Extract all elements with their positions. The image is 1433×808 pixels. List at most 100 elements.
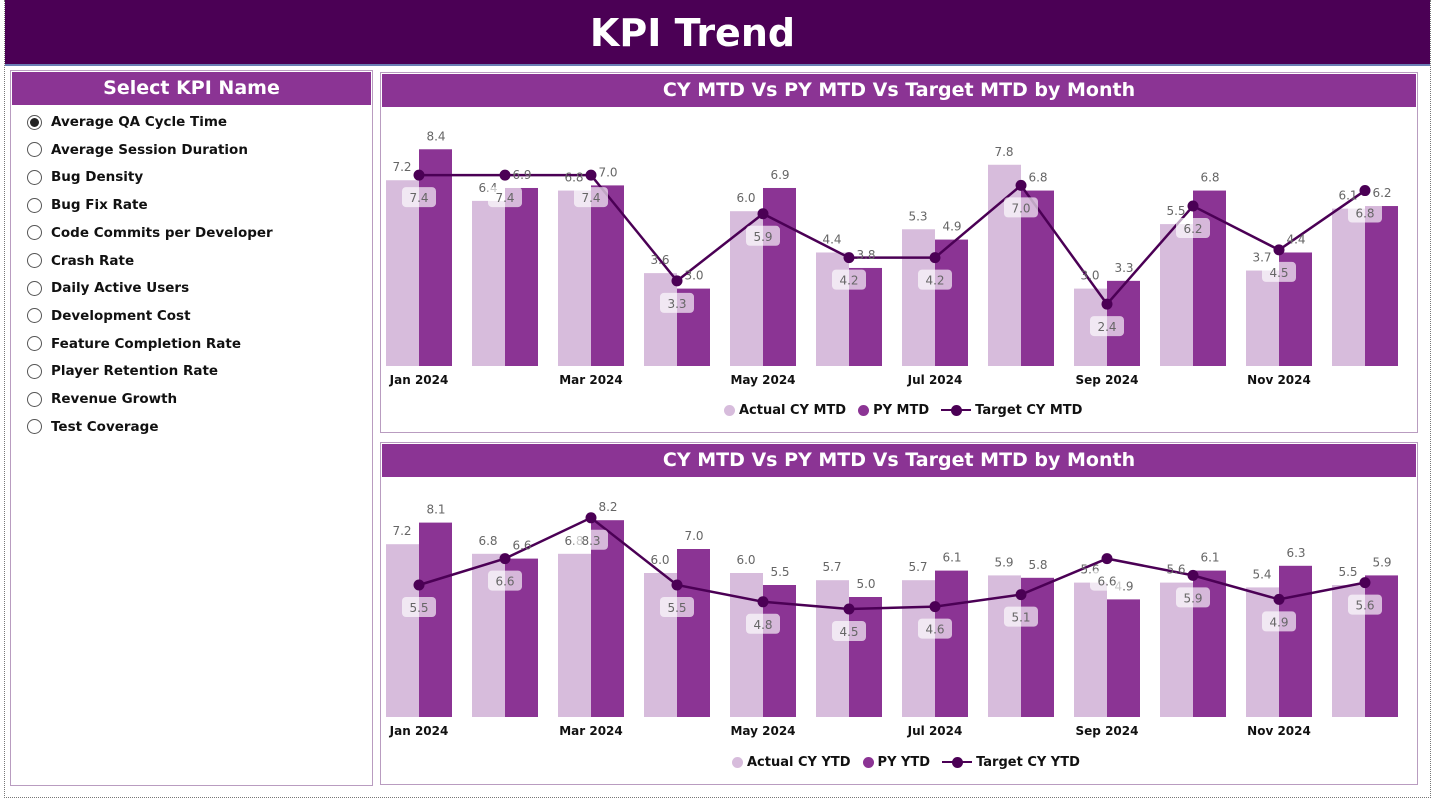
target-label-box xyxy=(1348,594,1382,615)
target-data-label: 7.4 xyxy=(581,191,600,205)
py-data-label: 6.3 xyxy=(1286,546,1305,560)
target-label-box xyxy=(1004,606,1038,627)
kpi-option[interactable]: Average QA Cycle Time xyxy=(27,111,227,133)
x-tick-label: Sep 2024 xyxy=(1076,373,1139,387)
actual-bar xyxy=(1332,208,1365,366)
target-data-label: 4.6 xyxy=(925,623,944,637)
py-data-label: 3.3 xyxy=(1114,261,1133,275)
target-data-label: 5.9 xyxy=(1183,591,1202,605)
legend-target[interactable]: Target CY MTD xyxy=(941,403,1082,418)
radio-icon[interactable] xyxy=(27,114,42,130)
kpi-option[interactable]: Test Coverage xyxy=(27,416,159,438)
legend-actual[interactable]: Actual CY YTD xyxy=(732,755,851,770)
kpi-option[interactable]: Revenue Growth xyxy=(27,388,177,410)
actual-bar xyxy=(902,580,935,717)
target-label-box xyxy=(1262,611,1296,632)
radio-icon[interactable] xyxy=(27,169,42,185)
target-marker xyxy=(1101,553,1113,565)
target-label-box xyxy=(574,187,608,208)
kpi-option[interactable]: Code Commits per Developer xyxy=(27,222,273,244)
radio-icon[interactable] xyxy=(27,363,42,379)
py-bar xyxy=(419,522,452,717)
legend-dot-icon xyxy=(862,757,874,768)
actual-data-label: 5.9 xyxy=(994,555,1013,569)
py-data-label: 5.5 xyxy=(770,565,789,579)
radio-icon[interactable] xyxy=(27,391,42,407)
kpi-option[interactable]: Development Cost xyxy=(27,305,191,327)
py-data-label: 7.0 xyxy=(684,529,703,543)
legend-py[interactable]: PY YTD xyxy=(862,755,930,770)
py-data-label: 6.9 xyxy=(770,168,789,182)
actual-bar xyxy=(816,580,849,717)
py-bar xyxy=(591,185,624,366)
target-data-label: 4.8 xyxy=(753,618,772,632)
py-data-label: 5.8 xyxy=(1028,558,1047,572)
radio-icon[interactable] xyxy=(27,225,42,241)
py-data-label: 6.1 xyxy=(1200,551,1219,565)
py-data-label: 6.8 xyxy=(1200,171,1219,185)
actual-data-label: 5.5 xyxy=(1166,204,1185,218)
actual-bar xyxy=(1160,224,1193,366)
target-marker xyxy=(499,553,511,565)
py-bar xyxy=(419,149,452,366)
radio-icon[interactable] xyxy=(27,419,42,435)
kpi-option[interactable]: Daily Active Users xyxy=(27,277,189,299)
kpi-option[interactable]: Feature Completion Rate xyxy=(27,333,241,355)
actual-data-label: 5.7 xyxy=(908,560,927,574)
radio-icon[interactable] xyxy=(27,142,42,158)
actual-data-label: 6.0 xyxy=(650,553,669,567)
x-tick-label: Mar 2024 xyxy=(559,724,623,738)
kpi-option[interactable]: Player Retention Rate xyxy=(27,360,218,382)
actual-bar xyxy=(558,190,591,366)
radio-icon[interactable] xyxy=(27,280,42,296)
target-marker xyxy=(671,275,683,287)
radio-icon[interactable] xyxy=(27,197,42,213)
actual-data-label: 6.8 xyxy=(564,171,583,185)
target-label-box xyxy=(402,597,436,617)
x-tick-label: Jul 2024 xyxy=(907,373,963,387)
kpi-option-label: Average QA Cycle Time xyxy=(51,114,228,130)
legend-actual[interactable]: Actual CY MTD xyxy=(724,403,846,418)
target-label-box xyxy=(1262,261,1296,282)
target-data-label: 3.3 xyxy=(667,297,686,311)
kpi-option[interactable]: Crash Rate xyxy=(27,250,134,272)
target-label-box xyxy=(660,597,694,617)
target-marker xyxy=(413,169,425,181)
radio-icon[interactable] xyxy=(27,336,42,352)
py-data-label: 3.8 xyxy=(856,248,875,262)
target-data-label: 4.2 xyxy=(925,274,944,288)
actual-data-label: 6.1 xyxy=(1338,189,1357,203)
mtd-chart: 7.28.46.46.9 6.8 7.03.63.06.06.94.43.85.34… xyxy=(386,129,1398,387)
kpi-option[interactable]: Bug Density xyxy=(27,166,143,188)
page-title: KPI Trend xyxy=(5,0,1430,66)
x-tick-label: Jan 2024 xyxy=(389,724,449,738)
target-marker xyxy=(1273,244,1285,256)
py-data-label: 6.1 xyxy=(942,551,961,565)
target-marker xyxy=(1359,577,1371,589)
target-data-label: 6.6 xyxy=(1097,575,1116,589)
target-marker xyxy=(1359,185,1371,197)
kpi-option[interactable]: Average Session Duration xyxy=(27,139,248,161)
radio-icon[interactable] xyxy=(27,253,42,268)
target-marker xyxy=(671,579,683,591)
target-label-box xyxy=(746,613,780,634)
x-tick-label: May 2024 xyxy=(730,373,795,387)
target-label-box xyxy=(488,187,522,208)
kpi-option-label: Crash Rate xyxy=(51,252,135,269)
py-data-label: 7.0 xyxy=(598,165,617,179)
target-label-box xyxy=(918,269,952,290)
legend-py[interactable]: PY MTD xyxy=(858,403,929,418)
kpi-option[interactable]: Bug Fix Rate xyxy=(27,194,148,216)
py-bar xyxy=(935,239,968,366)
legend-target[interactable]: Target CY YTD xyxy=(942,755,1080,770)
radio-icon[interactable] xyxy=(27,308,42,324)
chart-title: CY MTD Vs PY MTD Vs Target MTD by Month xyxy=(382,74,1416,107)
actual-bar xyxy=(1246,270,1279,366)
mtd-legend: Actual CY MTD PY MTD Target CY MTD xyxy=(724,403,1082,418)
actual-data-label: 5.4 xyxy=(1252,567,1271,581)
slicer-title: Select KPI Name xyxy=(12,72,371,105)
actual-bar xyxy=(988,164,1021,366)
py-bar xyxy=(763,585,796,717)
target-marker xyxy=(499,169,511,181)
legend-dot-icon xyxy=(724,405,735,416)
